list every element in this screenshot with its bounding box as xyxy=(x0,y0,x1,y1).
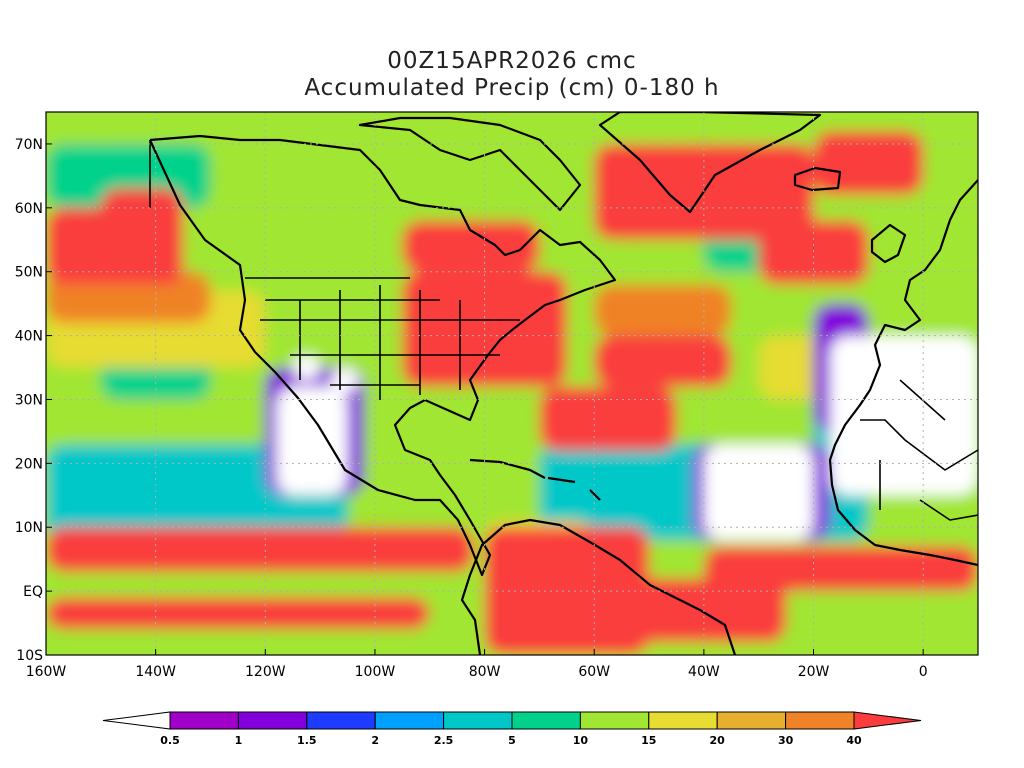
lat-label-50N: 50N xyxy=(15,265,43,281)
field-dry-sahara-0 xyxy=(829,335,978,496)
colorbar-label-1.5: 1.5 xyxy=(297,734,317,747)
colorbar-label-10: 10 xyxy=(573,734,589,747)
field-north-atlantic-2 xyxy=(813,131,924,196)
lat-label-40N: 40N xyxy=(15,329,43,345)
colorbar-label-15: 15 xyxy=(641,734,656,747)
africa-borders xyxy=(860,379,978,521)
field-gulf-atlantic-storm-2 xyxy=(594,335,732,387)
lat-label-10N: 10N xyxy=(15,520,43,536)
map-subtitle: Accumulated Precip (cm) 0-180 h xyxy=(304,75,720,101)
lat-label-10S: 10S xyxy=(16,648,43,664)
field-dry-southwest-us-0 xyxy=(292,354,321,381)
lon-label-20W: 20W xyxy=(798,664,830,680)
colorbar: 0.5 1 1.5 2 2.5 5 10 15 20 30 40 xyxy=(102,711,922,747)
precip-field xyxy=(46,112,978,655)
south-america-coastline xyxy=(460,518,737,655)
field-band-orange-2 xyxy=(594,284,732,336)
colorbar-box-9 xyxy=(785,711,855,730)
field-itcz-pacific-0 xyxy=(46,527,474,572)
field-amazon-0 xyxy=(484,527,650,655)
greenland-coastline xyxy=(598,112,822,214)
lat-label-20N: 20N xyxy=(15,456,43,472)
colorbar-label-40: 40 xyxy=(846,734,862,747)
lat-label-EQ: EQ xyxy=(23,584,43,600)
field-gulf-atlantic-storm-1 xyxy=(539,386,677,451)
lat-label-30N: 30N xyxy=(15,392,43,408)
colorbar-label-30: 30 xyxy=(778,734,794,747)
colorbar-label-20: 20 xyxy=(710,734,726,747)
field-hudson-0 xyxy=(402,220,540,272)
iceland-coastline xyxy=(793,166,842,192)
colorbar-label-2.5: 2.5 xyxy=(434,734,454,747)
lat-label-70N: 70N xyxy=(15,137,43,153)
colorbar-label-2: 2 xyxy=(371,734,379,747)
longitude-axis: 160W 140W 120W 100W 80W 60W 40W 20W 0 xyxy=(26,649,928,680)
field-dry-central-atlantic-0 xyxy=(703,444,814,541)
north-america-coastline xyxy=(149,134,617,577)
latitude-axis: 70N 60N 50N 40N 30N 20N 10N EQ 10S xyxy=(15,137,52,664)
colorbar-label-0.5: 0.5 xyxy=(160,734,180,747)
lon-label-0: 0 xyxy=(919,664,928,680)
lon-label-40W: 40W xyxy=(688,664,720,680)
lon-label-160W: 160W xyxy=(26,664,67,680)
lon-label-60W: 60W xyxy=(578,664,610,680)
field-alaska-gulf-1 xyxy=(100,188,184,240)
colorbar-label-5: 5 xyxy=(508,734,516,747)
europe-africa-coastline xyxy=(828,179,978,567)
arctic-islands xyxy=(358,116,582,212)
british-isles xyxy=(870,223,907,264)
colorbar-box-7 xyxy=(648,711,718,730)
colorbar-box-0 xyxy=(169,711,239,730)
field-dry-mexico-pacific-0 xyxy=(276,386,348,496)
colorbar-box-6 xyxy=(579,711,650,730)
colorbar-box-3 xyxy=(374,711,445,730)
colorbar-high-triangle xyxy=(853,711,922,730)
colorbar-box-1 xyxy=(237,711,308,730)
colorbar-box-8 xyxy=(716,711,787,730)
field-north-atlantic-1 xyxy=(758,220,869,285)
state-borders xyxy=(245,277,520,400)
field-dry-southwest-us-1 xyxy=(331,367,359,394)
lat-label-60N: 60N xyxy=(15,201,43,217)
colorbar-box-5 xyxy=(511,711,581,730)
colorbar-box-2 xyxy=(306,711,376,730)
colorbar-low-triangle xyxy=(102,711,171,730)
colorbar-box-4 xyxy=(443,711,513,730)
map-title: 00Z15APR2026 cmc xyxy=(387,48,637,74)
coastlines xyxy=(149,112,978,655)
colorbar-label-1: 1 xyxy=(235,734,243,747)
lon-label-140W: 140W xyxy=(135,664,176,680)
lon-label-100W: 100W xyxy=(355,664,396,680)
lon-label-120W: 120W xyxy=(245,664,286,680)
field-itcz-pacific-1 xyxy=(46,597,430,630)
map-frame xyxy=(45,111,979,656)
lon-label-80W: 80W xyxy=(469,664,501,680)
